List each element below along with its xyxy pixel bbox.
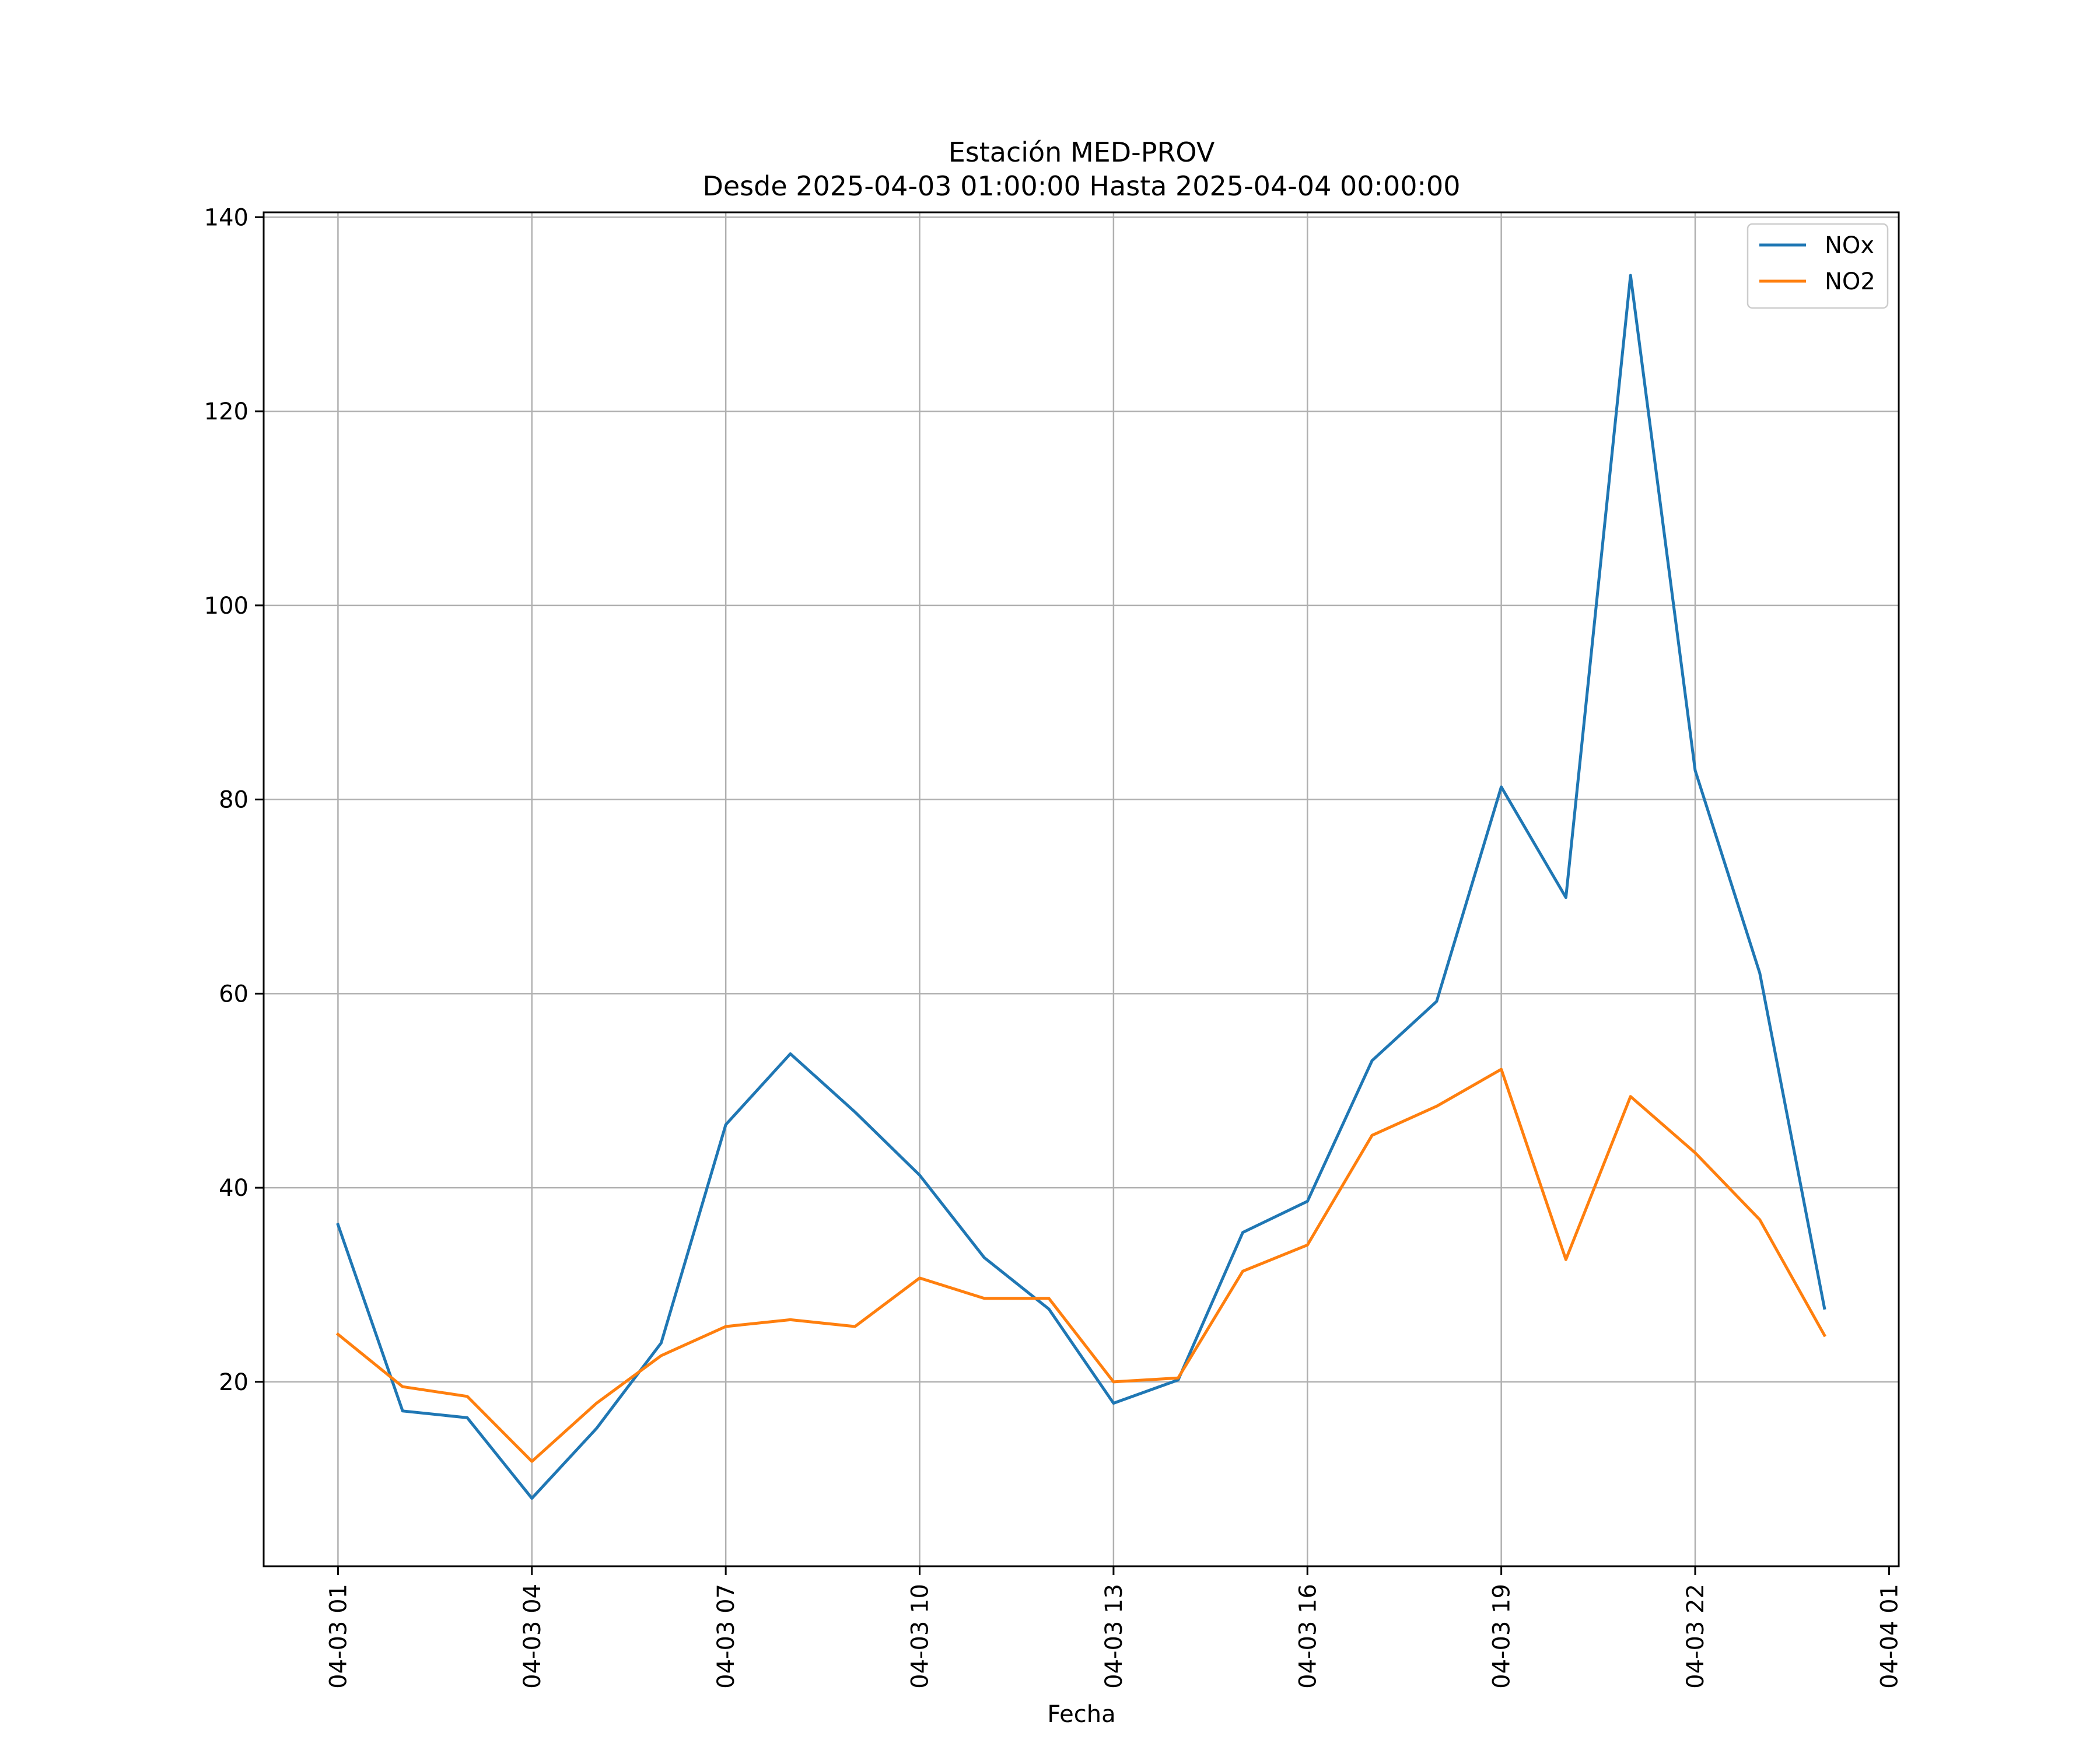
- chart-title: Estación MED-PROV: [949, 136, 1215, 168]
- x-tick-label: 04-03 13: [1101, 1584, 1128, 1689]
- series-lines: [335, 274, 1827, 1500]
- series-line-nox: [336, 274, 1826, 1500]
- x-axis-label: Fecha: [1047, 1701, 1115, 1728]
- y-tick-label: 120: [204, 398, 249, 425]
- x-tick-label: 04-04 01: [1876, 1584, 1903, 1689]
- y-tick-label: 40: [219, 1175, 249, 1202]
- plot-area-frame: [262, 211, 1900, 1567]
- x-tick-label: 04-03 22: [1682, 1584, 1709, 1689]
- y-tick-label: 60: [219, 981, 249, 1007]
- legend-label-no2: NO2: [1825, 268, 1875, 295]
- y-axis: 20 40 60 80 100 120 140: [204, 204, 264, 1396]
- x-tick-label: 04-03 04: [519, 1584, 546, 1689]
- x-axis: 04-03 01 04-03 04 04-03 07 04-03 10 04-03 13…: [325, 1566, 1903, 1689]
- y-tick-label: 140: [204, 204, 249, 231]
- chart-subtitle: Desde 2025-04-03 01:00:00 Hasta 2025-04-…: [702, 170, 1460, 202]
- legend: NOx NO2: [1746, 223, 1889, 309]
- legend-label-nox: NOx: [1825, 232, 1874, 259]
- x-tick-label: 04-03 07: [713, 1584, 740, 1689]
- y-tick-label: 100: [204, 593, 249, 620]
- x-tick-label: 04-03 16: [1294, 1584, 1321, 1689]
- x-tick-label: 04-03 01: [325, 1584, 352, 1689]
- x-tick-label: 04-03 19: [1489, 1584, 1516, 1689]
- series-line-no2: [335, 1068, 1827, 1463]
- grid-lines: [264, 212, 1899, 1566]
- y-tick-label: 80: [219, 787, 249, 814]
- x-tick-label: 04-03 10: [907, 1584, 934, 1689]
- y-tick-label: 20: [219, 1369, 249, 1396]
